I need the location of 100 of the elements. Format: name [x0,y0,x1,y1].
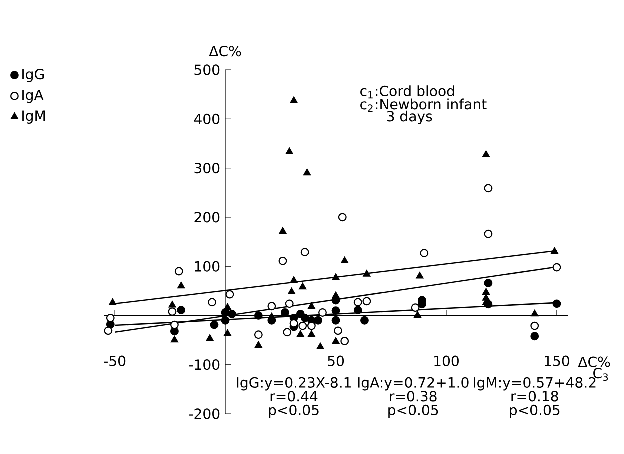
annotation: 3 days [387,110,432,124]
annotation: p<0.05 [388,404,438,418]
annotation: r=0.44 [270,391,318,402]
y-tick-label: 200 [194,212,220,223]
point [177,306,186,315]
point [332,316,340,325]
point [278,256,288,266]
point [484,279,493,288]
point [304,168,312,176]
y-tick-label: 500 [194,64,220,76]
point [290,96,298,104]
point [174,267,184,276]
y-tick-label: -200 [189,408,220,420]
point [106,314,115,322]
y-axis-title: ΔC% [209,46,242,57]
x-tick-label: 100 [434,356,459,366]
point [362,297,372,306]
point [268,302,276,311]
point [530,322,540,330]
point [411,304,420,312]
point [279,227,287,234]
legend-label: IgM [22,110,46,124]
point [414,311,422,318]
point [552,300,562,308]
point [221,316,230,325]
point [170,320,179,330]
y-tick-label: 300 [194,162,220,174]
point [531,310,539,317]
point [551,248,558,254]
point [226,290,234,299]
annotation: p<0.05 [510,404,560,418]
point [290,276,298,284]
point [104,326,113,336]
point [332,338,340,344]
point [416,272,424,279]
annotation: IgM:y=0.57+48.2 [474,377,596,391]
point [341,256,349,264]
point [206,334,214,342]
point [360,316,369,325]
point [482,288,490,296]
annotation: c$_{1}$:Cord blood [360,86,454,99]
point [288,288,296,295]
point [334,326,342,336]
point [298,322,308,330]
point [308,330,316,338]
point [552,263,562,272]
point [308,302,316,310]
point [314,316,323,325]
annotation: c$_{2}$:Newborn infant [360,98,487,112]
point [168,308,177,316]
point [268,312,276,320]
y-tick-label: -100 [189,360,220,370]
point [286,148,294,154]
point [363,270,371,277]
y-tick-label: 400 [194,114,220,124]
point [530,332,540,341]
point [340,337,350,346]
point [170,336,178,343]
annotation: IgG:y=0.23X-8.1 [237,377,351,391]
x-tick-label: 150 [545,356,570,366]
point [285,300,294,308]
point [354,298,362,307]
annotation: r=0.38 [390,391,437,402]
point [332,292,340,298]
point [299,282,307,290]
point [300,314,310,322]
point [254,330,263,340]
point [168,301,176,308]
point [210,320,219,330]
point [316,342,324,350]
point [332,306,340,316]
annotation: IgA:y=0.72+1.0 [358,377,469,391]
point [420,249,429,258]
point [318,308,327,317]
point [228,310,236,318]
point [208,298,216,307]
annotation: p<0.05 [269,404,319,418]
point [338,213,347,222]
point [224,304,232,310]
point [254,341,262,348]
point [224,330,232,336]
x-tick-label: -50 [104,356,126,366]
point [354,306,362,315]
point [484,230,493,238]
legend-label: IgG [22,69,44,82]
point [332,274,340,280]
point [283,328,292,337]
point [300,248,310,257]
point [280,308,290,317]
point [482,150,490,158]
point [484,184,493,193]
annotation: r=0.18 [512,391,558,402]
point [254,311,263,320]
x-tick-label: 50 [328,356,344,366]
x-axis-title: ΔC% [578,356,610,368]
y-tick-label: 100 [195,261,220,272]
point [296,330,304,338]
point [109,298,117,306]
point [178,282,186,289]
legend-label: IgA [22,90,44,104]
